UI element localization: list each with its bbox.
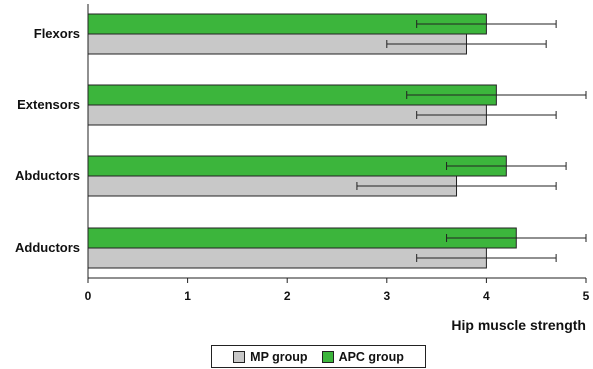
legend-label-apc: APC group (338, 349, 404, 364)
error-bar-adductors-mp (416, 254, 557, 262)
legend-label-mp: MP group (250, 349, 308, 364)
legend-item-apc: APC group (321, 349, 404, 364)
category-label-extensors: Extensors (17, 97, 80, 112)
category-label-abductors: Abductors (15, 168, 80, 183)
error-bar-abductors-mp (356, 182, 557, 190)
x-tick-label-0: 0 (85, 289, 92, 303)
legend-swatch-apc (321, 350, 334, 363)
category-labels: Flexors Extensors Abductors Adductors (15, 26, 80, 255)
x-tick-label-3: 3 (383, 289, 390, 303)
error-bar-flexors-apc (416, 20, 557, 28)
error-bars-layer (356, 20, 587, 262)
x-axis-ticks: 0 1 2 3 4 5 (85, 278, 590, 303)
error-bar-extensors-mp (416, 111, 557, 119)
legend: MP group APC group (211, 345, 426, 368)
category-label-adductors: Adductors (15, 240, 80, 255)
error-bar-abductors-apc (446, 162, 567, 170)
error-bar-extensors-apc (406, 91, 587, 99)
bars-layer (87, 13, 517, 269)
x-tick-label-2: 2 (284, 289, 291, 303)
error-bar-adductors-apc (446, 234, 587, 242)
x-axis-title: Hip muscle strength (451, 317, 586, 333)
x-tick-label-5: 5 (583, 289, 590, 303)
error-bar-flexors-mp (386, 40, 547, 48)
category-label-flexors: Flexors (34, 26, 80, 41)
x-tick-label-4: 4 (483, 289, 490, 303)
bar-abductors-apc (87, 155, 507, 177)
legend-swatch-mp (233, 350, 246, 363)
x-tick-label-1: 1 (184, 289, 191, 303)
legend-item-mp: MP group (233, 349, 308, 364)
